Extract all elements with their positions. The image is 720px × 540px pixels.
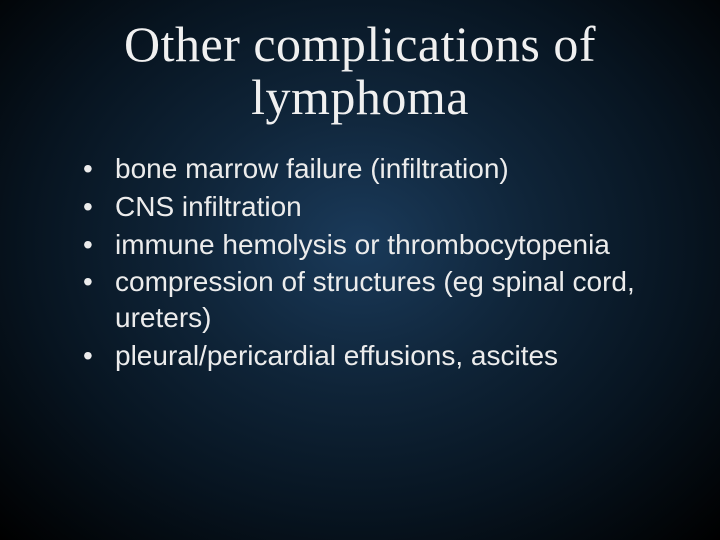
list-item: pleural/pericardial effusions, ascites — [83, 338, 665, 374]
slide-title: Other complications of lymphoma — [55, 18, 665, 123]
list-item: immune hemolysis or thrombocytopenia — [83, 227, 665, 263]
slide-container: Other complications of lymphoma bone mar… — [0, 0, 720, 540]
list-item: CNS infiltration — [83, 189, 665, 225]
list-item: compression of structures (eg spinal cor… — [83, 264, 665, 336]
bullet-list: bone marrow failure (infiltration) CNS i… — [55, 151, 665, 374]
list-item: bone marrow failure (infiltration) — [83, 151, 665, 187]
